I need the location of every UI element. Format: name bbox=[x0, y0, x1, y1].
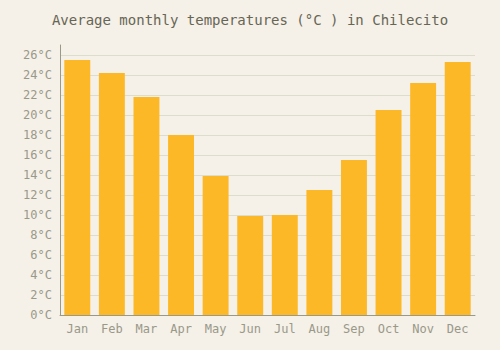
svg-text:12°C: 12°C bbox=[23, 188, 52, 202]
svg-text:Dec: Dec bbox=[447, 322, 469, 336]
svg-text:Nov: Nov bbox=[412, 322, 434, 336]
svg-text:Jul: Jul bbox=[274, 322, 296, 336]
svg-text:Average monthly temperatures (: Average monthly temperatures (°C ) in Ch… bbox=[52, 12, 448, 28]
svg-text:Aug: Aug bbox=[309, 322, 331, 336]
svg-text:10°C: 10°C bbox=[23, 208, 52, 222]
svg-text:0°C: 0°C bbox=[30, 308, 52, 322]
svg-text:Jun: Jun bbox=[239, 322, 261, 336]
svg-text:May: May bbox=[205, 322, 227, 336]
svg-text:Sep: Sep bbox=[343, 322, 365, 336]
svg-text:16°C: 16°C bbox=[23, 148, 52, 162]
svg-text:4°C: 4°C bbox=[30, 268, 52, 282]
svg-text:6°C: 6°C bbox=[30, 248, 52, 262]
svg-text:Feb: Feb bbox=[101, 322, 123, 336]
svg-text:24°C: 24°C bbox=[23, 68, 52, 82]
svg-text:26°C: 26°C bbox=[23, 48, 52, 62]
svg-text:14°C: 14°C bbox=[23, 168, 52, 182]
svg-text:2°C: 2°C bbox=[30, 288, 52, 302]
svg-text:20°C: 20°C bbox=[23, 108, 52, 122]
svg-text:22°C: 22°C bbox=[23, 88, 52, 102]
svg-text:Jan: Jan bbox=[66, 322, 88, 336]
svg-text:8°C: 8°C bbox=[30, 228, 52, 242]
svg-text:Mar: Mar bbox=[136, 322, 158, 336]
svg-text:18°C: 18°C bbox=[23, 128, 52, 142]
svg-text:Oct: Oct bbox=[378, 322, 400, 336]
svg-text:Apr: Apr bbox=[170, 322, 192, 336]
